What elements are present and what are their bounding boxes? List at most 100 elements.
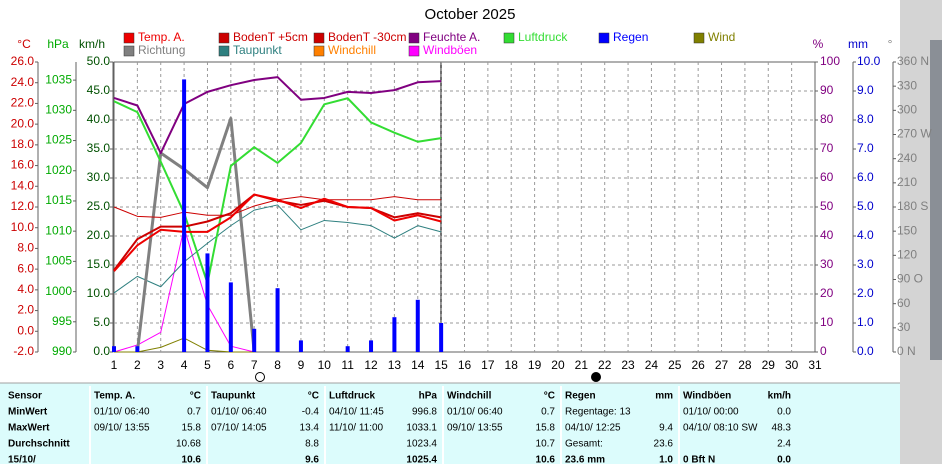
x-tick-label: 11 bbox=[341, 358, 354, 372]
chart-title: October 2025 bbox=[425, 6, 516, 23]
cell-value: 2.4 bbox=[777, 439, 791, 450]
cell-value: -0.4 bbox=[302, 407, 320, 418]
legend-label: BodenT -30cm bbox=[328, 30, 407, 44]
y-tick-label: 70 bbox=[820, 141, 834, 155]
y-tick-label: 150 bbox=[897, 223, 917, 237]
y-tick-label: 24.0 bbox=[11, 75, 35, 89]
y-tick-label: 90 bbox=[820, 83, 834, 97]
y-tick-label: 30 bbox=[897, 320, 911, 334]
cell-when: 01/10/ 06:40 bbox=[447, 407, 503, 418]
y-tick-label: 35.0 bbox=[87, 141, 111, 155]
y-tick-label: 10.0 bbox=[857, 54, 881, 68]
y-tick-label: 4.0 bbox=[17, 282, 34, 296]
y-tick-label: 60 bbox=[820, 170, 834, 184]
x-tick-label: 10 bbox=[318, 358, 332, 372]
table-header: Sensor bbox=[8, 391, 42, 402]
y-tick-label: 22.0 bbox=[11, 96, 35, 110]
y-tick-label: 50 bbox=[820, 199, 834, 213]
cell-value: 1025.4 bbox=[406, 455, 437, 464]
bar bbox=[205, 253, 210, 352]
y-tick-label: 5.0 bbox=[857, 199, 874, 213]
x-tick-label: 27 bbox=[715, 358, 729, 372]
y-tick-label: 180 S bbox=[897, 199, 928, 213]
cell-value: 9.4 bbox=[659, 423, 673, 434]
x-tick-label: 12 bbox=[364, 358, 378, 372]
y-tick-label: 20 bbox=[820, 286, 834, 300]
cell-when: 07/10/ 14:05 bbox=[211, 423, 267, 434]
y-tick-label: 1025 bbox=[45, 133, 72, 147]
legend-label: Luftdruck bbox=[518, 30, 568, 44]
y-tick-label: 7.0 bbox=[857, 141, 874, 155]
cell-value: 1.0 bbox=[659, 455, 673, 464]
x-tick-label: 24 bbox=[645, 358, 659, 372]
bar bbox=[369, 340, 374, 352]
bar bbox=[252, 328, 257, 352]
y-tick-label: 995 bbox=[52, 314, 72, 328]
axis-title: km/h bbox=[79, 37, 105, 51]
y-tick-label: 3.0 bbox=[857, 257, 874, 271]
y-tick-label: 120 bbox=[897, 248, 917, 262]
series-line bbox=[113, 76, 442, 155]
cell-value: 9.6 bbox=[305, 455, 319, 464]
table-unit: km/h bbox=[768, 391, 791, 402]
table-unit: °C bbox=[544, 391, 555, 402]
x-tick-label: 20 bbox=[551, 358, 565, 372]
legend-swatch bbox=[218, 45, 230, 57]
cell-when: 04/10/ 11:45 bbox=[329, 407, 384, 418]
y-tick-label: 50.0 bbox=[87, 54, 111, 68]
y-tick-label: 30 bbox=[820, 257, 834, 271]
y-tick-label: 1020 bbox=[45, 163, 72, 177]
x-tick-label: 15 bbox=[434, 358, 448, 372]
legend-label: Taupunkt bbox=[233, 43, 282, 57]
legend-label: Windböen bbox=[423, 43, 477, 57]
bar bbox=[112, 346, 116, 352]
x-tick-label: 31 bbox=[808, 358, 822, 372]
y-tick-label: 8.0 bbox=[857, 112, 874, 126]
cell-when: 11/10/ 11:00 bbox=[329, 423, 384, 434]
table-unit: °C bbox=[308, 391, 319, 402]
y-tick-label: 20.0 bbox=[11, 116, 35, 130]
cell-when: Gesamt: bbox=[565, 439, 603, 450]
legend-swatch bbox=[218, 32, 230, 44]
y-tick-label: 10.0 bbox=[11, 220, 35, 234]
table-unit: °C bbox=[190, 391, 201, 402]
cell-value: 48.3 bbox=[772, 423, 792, 434]
y-tick-label: 1015 bbox=[45, 193, 72, 207]
table-header: Windböen bbox=[683, 391, 731, 402]
axis-title: % bbox=[813, 37, 824, 51]
bar bbox=[275, 288, 280, 352]
legend-swatch bbox=[313, 32, 325, 44]
cell-when: 01/10/ 06:40 bbox=[211, 407, 267, 418]
y-tick-label: 0 N bbox=[897, 344, 916, 358]
legend-swatch bbox=[123, 45, 135, 57]
row-label: 15/10/ bbox=[8, 455, 36, 464]
cell-value: 0.0 bbox=[777, 455, 791, 464]
x-tick-label: 9 bbox=[298, 358, 305, 372]
y-tick-label: 1000 bbox=[45, 284, 72, 298]
bar bbox=[228, 282, 233, 352]
series-line bbox=[113, 193, 442, 272]
y-tick-label: 210 bbox=[897, 175, 917, 189]
legend-swatch bbox=[313, 45, 325, 57]
legend-swatch bbox=[123, 32, 135, 44]
y-tick-label: 8.0 bbox=[17, 241, 34, 255]
x-tick-label: 3 bbox=[157, 358, 164, 372]
y-tick-label: 16.0 bbox=[11, 158, 35, 172]
row-label: Durchschnitt bbox=[8, 439, 70, 450]
x-tick-label: 25 bbox=[668, 358, 682, 372]
legend-label: Feuchte A. bbox=[423, 30, 480, 44]
legend-swatch bbox=[693, 32, 705, 44]
window-edge bbox=[930, 40, 942, 360]
legend-label: Wind bbox=[708, 30, 735, 44]
y-tick-label: 10 bbox=[820, 315, 834, 329]
x-tick-label: 2 bbox=[134, 358, 141, 372]
axis-title: hPa bbox=[47, 37, 69, 51]
y-tick-label: 270 W bbox=[897, 127, 932, 141]
y-tick-label: 1030 bbox=[45, 103, 72, 117]
x-tick-label: 18 bbox=[505, 358, 519, 372]
y-tick-label: 990 bbox=[52, 344, 72, 358]
legend-label: Richtung bbox=[138, 43, 185, 57]
cell-when: 04/10/ 12:25 bbox=[565, 423, 621, 434]
cell-when: 01/10/ 06:40 bbox=[94, 407, 150, 418]
